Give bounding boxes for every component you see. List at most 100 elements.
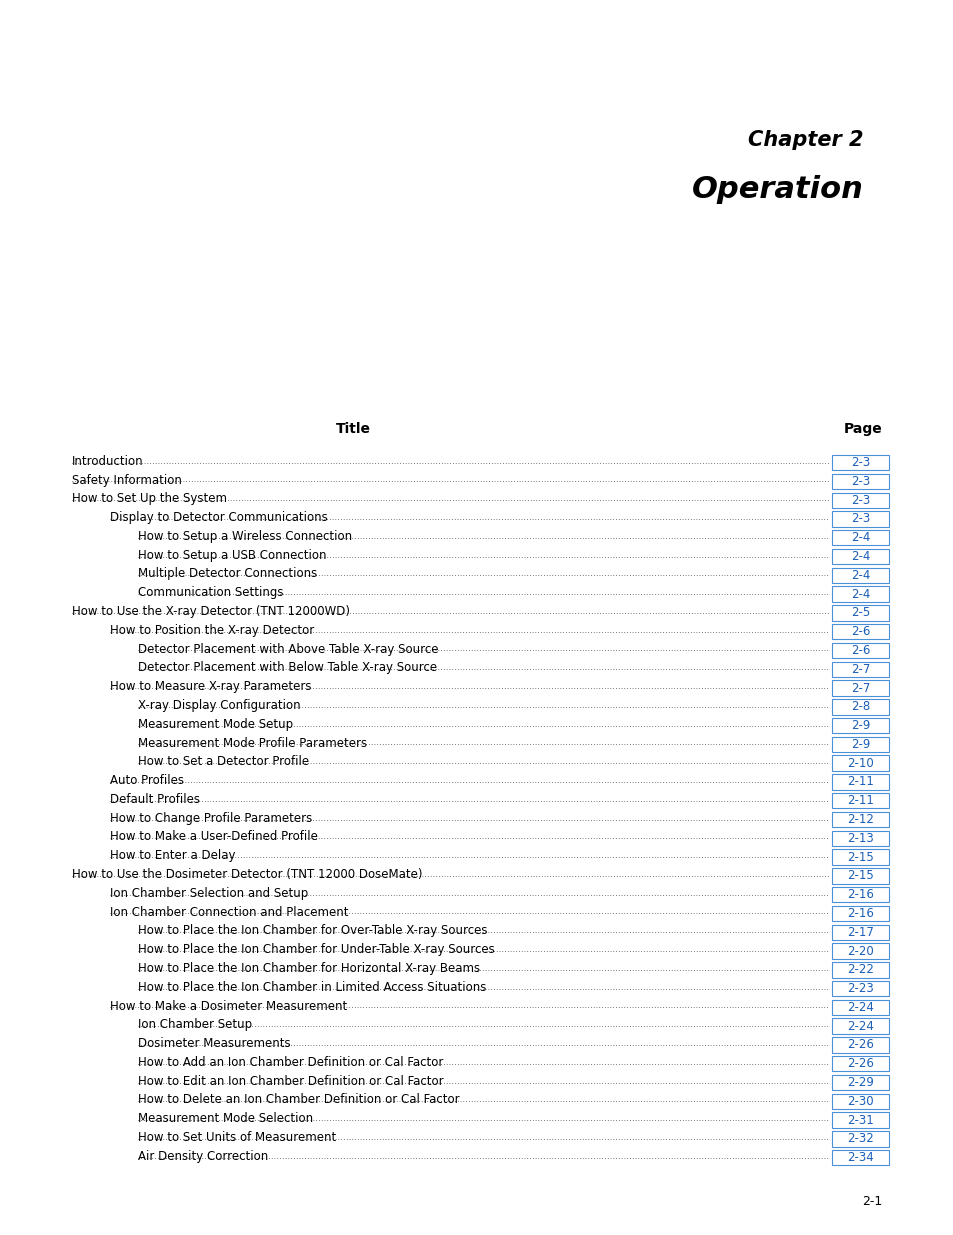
Text: Measurement Mode Selection: Measurement Mode Selection — [138, 1113, 314, 1125]
Text: 2-15: 2-15 — [846, 851, 873, 863]
FancyBboxPatch shape — [831, 962, 888, 978]
Text: How to Use the X-ray Detector (TNT 12000WD): How to Use the X-ray Detector (TNT 12000… — [71, 605, 349, 618]
Text: How to Delete an Ion Chamber Definition or Cal Factor: How to Delete an Ion Chamber Definition … — [138, 1093, 459, 1107]
Text: Ion Chamber Connection and Placement: Ion Chamber Connection and Placement — [110, 905, 348, 919]
FancyBboxPatch shape — [831, 868, 888, 883]
Text: Multiple Detector Connections: Multiple Detector Connections — [138, 567, 317, 580]
FancyBboxPatch shape — [831, 530, 888, 546]
Text: 2-26: 2-26 — [846, 1039, 873, 1051]
Text: Air Density Correction: Air Density Correction — [138, 1150, 269, 1163]
Text: Detector Placement with Below Table X-ray Source: Detector Placement with Below Table X-ra… — [138, 662, 437, 674]
FancyBboxPatch shape — [831, 1019, 888, 1034]
FancyBboxPatch shape — [831, 831, 888, 846]
FancyBboxPatch shape — [831, 887, 888, 903]
Text: 2-24: 2-24 — [846, 1000, 873, 1014]
Text: How to Set Up the System: How to Set Up the System — [71, 493, 226, 505]
Text: Measurement Mode Setup: Measurement Mode Setup — [138, 718, 294, 731]
FancyBboxPatch shape — [831, 548, 888, 564]
Text: Ion Chamber Selection and Setup: Ion Chamber Selection and Setup — [110, 887, 308, 900]
FancyBboxPatch shape — [831, 662, 888, 677]
FancyBboxPatch shape — [831, 756, 888, 771]
Text: Chapter 2: Chapter 2 — [747, 130, 862, 149]
Text: X-ray Display Configuration: X-ray Display Configuration — [138, 699, 300, 711]
FancyBboxPatch shape — [831, 850, 888, 864]
Text: 2-3: 2-3 — [850, 494, 869, 506]
Text: Ion Chamber Setup: Ion Chamber Setup — [138, 1019, 253, 1031]
Text: Title: Title — [335, 422, 370, 436]
Text: 2-6: 2-6 — [850, 625, 869, 638]
FancyBboxPatch shape — [831, 925, 888, 940]
Text: Auto Profiles: Auto Profiles — [110, 774, 184, 787]
FancyBboxPatch shape — [831, 1131, 888, 1146]
Text: 2-5: 2-5 — [850, 606, 869, 620]
Text: How to Position the X-ray Detector: How to Position the X-ray Detector — [110, 624, 314, 637]
FancyBboxPatch shape — [831, 1113, 888, 1128]
Text: How to Use the Dosimeter Detector (TNT 12000 DoseMate): How to Use the Dosimeter Detector (TNT 1… — [71, 868, 421, 881]
Text: How to Setup a USB Connection: How to Setup a USB Connection — [138, 548, 327, 562]
Text: How to Edit an Ion Chamber Definition or Cal Factor: How to Edit an Ion Chamber Definition or… — [138, 1074, 443, 1088]
Text: How to Place the Ion Chamber for Horizontal X-ray Beams: How to Place the Ion Chamber for Horizon… — [138, 962, 480, 974]
Text: Detector Placement with Above Table X-ray Source: Detector Placement with Above Table X-ra… — [138, 642, 438, 656]
FancyBboxPatch shape — [831, 1056, 888, 1072]
Text: Dosimeter Measurements: Dosimeter Measurements — [138, 1037, 291, 1050]
FancyBboxPatch shape — [831, 474, 888, 489]
FancyBboxPatch shape — [831, 1037, 888, 1052]
Text: Operation: Operation — [691, 175, 862, 204]
Text: How to Make a User-Defined Profile: How to Make a User-Defined Profile — [110, 830, 317, 844]
FancyBboxPatch shape — [831, 999, 888, 1015]
Text: How to Change Profile Parameters: How to Change Profile Parameters — [110, 811, 312, 825]
FancyBboxPatch shape — [831, 905, 888, 921]
Text: How to Set Units of Measurement: How to Set Units of Measurement — [138, 1131, 336, 1144]
FancyBboxPatch shape — [831, 511, 888, 526]
Text: 2-16: 2-16 — [846, 888, 873, 902]
Text: How to Place the Ion Chamber for Over-Table X-ray Sources: How to Place the Ion Chamber for Over-Ta… — [138, 924, 487, 937]
Text: 2-4: 2-4 — [850, 569, 869, 582]
FancyBboxPatch shape — [831, 737, 888, 752]
Text: 2-23: 2-23 — [846, 982, 873, 995]
Text: How to Setup a Wireless Connection: How to Setup a Wireless Connection — [138, 530, 352, 543]
Text: How to Measure X-ray Parameters: How to Measure X-ray Parameters — [110, 680, 311, 693]
FancyBboxPatch shape — [831, 454, 888, 471]
Text: 2-22: 2-22 — [846, 963, 873, 977]
FancyBboxPatch shape — [831, 718, 888, 734]
FancyBboxPatch shape — [831, 642, 888, 658]
FancyBboxPatch shape — [831, 793, 888, 809]
Text: 2-11: 2-11 — [846, 776, 873, 788]
Text: 2-9: 2-9 — [850, 737, 869, 751]
Text: Introduction: Introduction — [71, 454, 143, 468]
Text: 2-26: 2-26 — [846, 1057, 873, 1071]
Text: 2-31: 2-31 — [846, 1114, 873, 1126]
FancyBboxPatch shape — [831, 493, 888, 508]
Text: 2-11: 2-11 — [846, 794, 873, 808]
Text: How to Place the Ion Chamber in Limited Access Situations: How to Place the Ion Chamber in Limited … — [138, 981, 486, 994]
Text: 2-13: 2-13 — [846, 832, 873, 845]
FancyBboxPatch shape — [831, 981, 888, 997]
Text: 2-4: 2-4 — [850, 550, 869, 563]
Text: 2-1: 2-1 — [862, 1194, 882, 1208]
Text: 2-15: 2-15 — [846, 869, 873, 882]
Text: 2-8: 2-8 — [850, 700, 869, 714]
FancyBboxPatch shape — [831, 680, 888, 695]
Text: 2-3: 2-3 — [850, 456, 869, 469]
Text: 2-10: 2-10 — [846, 757, 873, 769]
Text: 2-12: 2-12 — [846, 813, 873, 826]
FancyBboxPatch shape — [831, 699, 888, 715]
Text: 2-16: 2-16 — [846, 906, 873, 920]
Text: 2-7: 2-7 — [850, 663, 869, 676]
Text: 2-3: 2-3 — [850, 475, 869, 488]
FancyBboxPatch shape — [831, 624, 888, 640]
Text: How to Enter a Delay: How to Enter a Delay — [110, 850, 235, 862]
Text: How to Set a Detector Profile: How to Set a Detector Profile — [138, 756, 309, 768]
Text: 2-29: 2-29 — [846, 1076, 873, 1089]
Text: 2-4: 2-4 — [850, 588, 869, 600]
FancyBboxPatch shape — [831, 587, 888, 601]
Text: How to Place the Ion Chamber for Under-Table X-ray Sources: How to Place the Ion Chamber for Under-T… — [138, 944, 495, 956]
Text: 2-30: 2-30 — [846, 1094, 873, 1108]
Text: Communication Settings: Communication Settings — [138, 587, 284, 599]
Text: 2-17: 2-17 — [846, 926, 873, 939]
Text: 2-32: 2-32 — [846, 1132, 873, 1145]
Text: 2-9: 2-9 — [850, 719, 869, 732]
FancyBboxPatch shape — [831, 1094, 888, 1109]
FancyBboxPatch shape — [831, 1150, 888, 1166]
FancyBboxPatch shape — [831, 811, 888, 827]
